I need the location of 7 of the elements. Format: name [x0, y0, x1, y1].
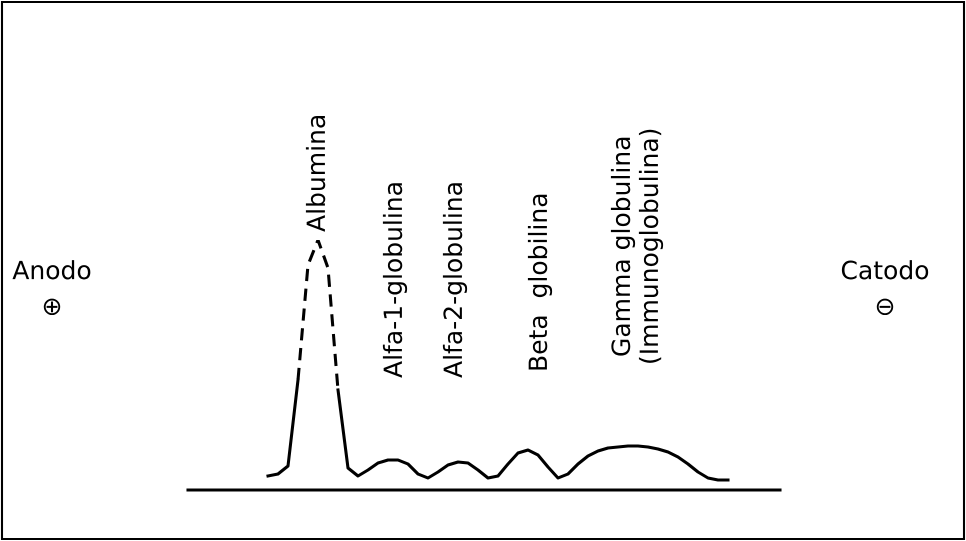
annotation: Beta globilina — [528, 194, 552, 370]
annotation: Alfa-1-globulina — [382, 183, 408, 378]
annotation: Alfa-2-globulina — [442, 183, 468, 378]
text: Catodo ⊖ — [842, 260, 928, 316]
text: Albumina — [306, 116, 326, 232]
annotation: Gamma globulina (Immunoglobulina) — [610, 130, 664, 363]
text: Anodo ⊕ — [12, 260, 90, 316]
